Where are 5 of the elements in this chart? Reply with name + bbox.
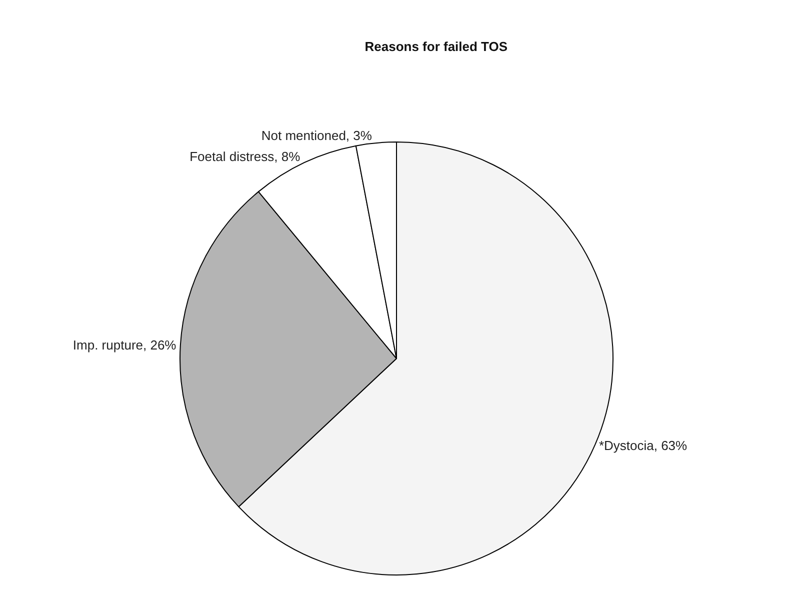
slice-label: Imp. rupture, 26% bbox=[72, 337, 177, 352]
chart-title: Reasons for failed TOS bbox=[364, 39, 508, 54]
slice-label: Foetal distress, 8% bbox=[190, 148, 301, 164]
slice-label: *Dystocia, 63% bbox=[598, 438, 688, 454]
slice-label: Not mentioned, 3% bbox=[261, 128, 372, 144]
